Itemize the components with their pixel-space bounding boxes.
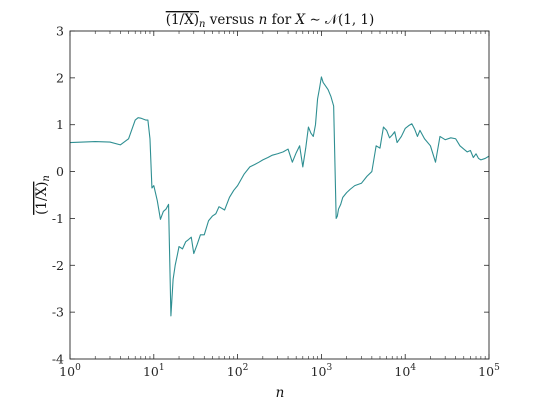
series-layer [69, 76, 490, 317]
title-rest: ∼ 𝒩(1, 1) [305, 12, 374, 28]
title-subscript: n [199, 19, 205, 30]
x-ticks: 100 101 102 103 104 105 [59, 31, 500, 379]
axes-box [69, 30, 490, 360]
y-tick-label: 3 [56, 24, 64, 39]
ylabel-subscript: n [41, 175, 52, 181]
title-middle: versus [205, 12, 258, 28]
x-tick-exp: 0 [75, 363, 81, 373]
y-ticks: 3 2 1 0 -1 -2 -3 -4 [52, 24, 489, 367]
x-tick-base: 10 [227, 364, 243, 379]
x-tick-exp: 4 [410, 363, 416, 373]
title-for: for [267, 12, 295, 28]
x-tick-label: 104 [394, 363, 416, 379]
title-overline-text: (1/X) [166, 12, 199, 28]
x-tick-exp: 1 [159, 363, 165, 373]
x-tick-base: 10 [143, 364, 159, 379]
ylabel-overline-text: (1/X) [34, 182, 50, 215]
y-tick-label: 2 [56, 70, 64, 85]
x-tick-label: 103 [311, 363, 333, 379]
series-line-0 [69, 76, 490, 317]
x-axis-label: n [276, 385, 285, 401]
x-tick-base: 10 [394, 364, 410, 379]
y-axis-label: (1/X)n [34, 175, 52, 215]
x-tick-label: 102 [227, 363, 249, 379]
x-tick-exp: 2 [243, 363, 249, 373]
x-tick-label: 100 [59, 363, 81, 379]
y-tick-label: -4 [52, 352, 64, 367]
chart-title: (1/X)n versus n for X ∼ 𝒩(1, 1) [166, 12, 375, 30]
x-tick-exp: 3 [326, 363, 332, 373]
x-tick-label: 105 [478, 363, 500, 379]
x-tick-base: 10 [59, 364, 75, 379]
x-tick-base: 10 [478, 364, 494, 379]
y-tick-label: -1 [52, 211, 64, 226]
title-n: n [259, 12, 268, 28]
y-tick-label: 0 [56, 164, 64, 179]
y-tick-label: 1 [56, 117, 64, 132]
x-tick-exp: 5 [494, 363, 500, 373]
title-x-var: X [295, 12, 307, 28]
x-tick-label: 101 [143, 363, 165, 379]
y-tick-label: -2 [52, 258, 64, 273]
x-tick-base: 10 [311, 364, 327, 379]
y-tick-label: -3 [52, 305, 64, 320]
